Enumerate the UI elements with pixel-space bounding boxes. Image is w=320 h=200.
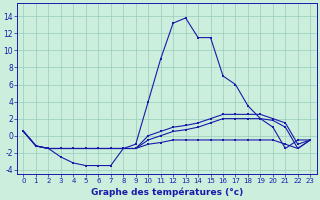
X-axis label: Graphe des températures (°c): Graphe des températures (°c): [91, 187, 243, 197]
